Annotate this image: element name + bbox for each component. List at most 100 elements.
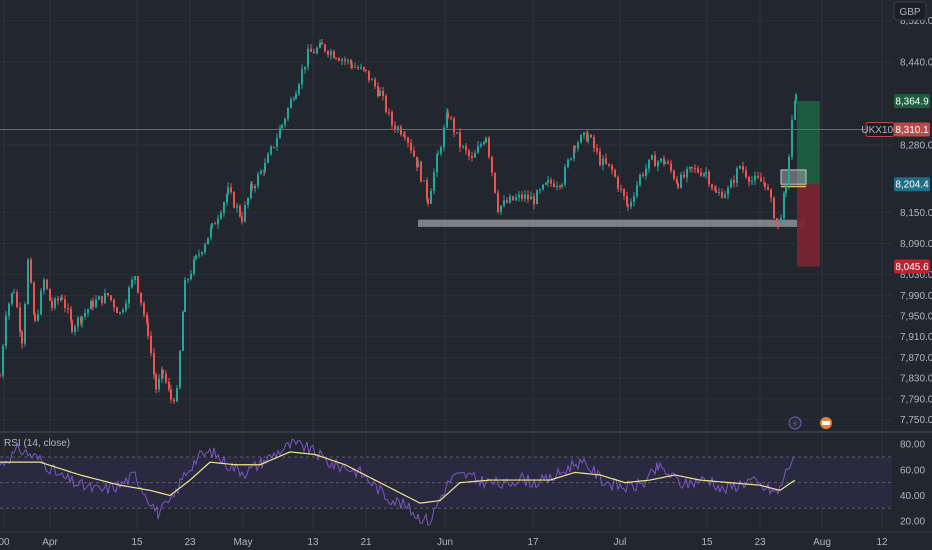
candle-body — [471, 156, 473, 158]
rsi-pane[interactable] — [0, 438, 892, 526]
candle-body — [162, 369, 164, 374]
candle-body — [241, 216, 243, 222]
candle-body — [295, 93, 297, 99]
candle-body — [198, 254, 200, 256]
candle-body — [293, 98, 295, 100]
candle-body — [137, 276, 139, 293]
price-tick-label: 7,870.0 — [900, 353, 932, 364]
candle-body — [330, 51, 332, 56]
candle-body — [247, 197, 249, 205]
lightning-icon — [788, 416, 802, 430]
candle-body — [0, 375, 1, 377]
candle-body — [785, 184, 787, 194]
candle-body — [430, 190, 432, 204]
candle-body — [236, 205, 238, 208]
candle-body — [636, 185, 638, 197]
candle-body — [210, 227, 212, 238]
candle-body — [95, 299, 97, 308]
candle-body — [397, 126, 399, 130]
candle-body — [426, 180, 428, 200]
stop-zone — [797, 184, 820, 267]
candle-body — [539, 189, 541, 191]
candle-body — [74, 326, 76, 332]
candle-body — [711, 184, 713, 189]
candle-body — [627, 204, 629, 207]
candle-body — [81, 316, 83, 323]
candle-body — [567, 159, 569, 167]
candle-body — [453, 118, 455, 133]
candle-body — [639, 174, 641, 186]
candle-body — [33, 282, 35, 315]
candle-body — [651, 155, 653, 160]
candle-body — [21, 331, 23, 344]
candle-body — [483, 142, 485, 145]
candle-body — [321, 42, 323, 45]
candle-body — [642, 174, 644, 176]
candle-body — [27, 259, 29, 305]
candle-body — [173, 399, 175, 402]
candle-body — [377, 86, 379, 96]
candle-body — [257, 174, 259, 187]
candle-body — [754, 175, 756, 181]
candle-body — [503, 200, 505, 206]
candle-body — [676, 179, 678, 184]
candle-body — [446, 112, 448, 128]
candle-body — [113, 299, 115, 308]
candle-body — [214, 223, 216, 225]
candle-body — [34, 314, 36, 321]
candle-body — [107, 293, 109, 296]
candle-body — [703, 173, 705, 176]
candles[interactable] — [0, 38, 797, 404]
time-tick-label: 13 — [307, 537, 319, 548]
candle-body — [686, 168, 688, 178]
candle-body — [187, 279, 189, 281]
candle-body — [153, 352, 155, 375]
price-tick-label: 7,750.0 — [900, 415, 932, 426]
candle-body — [371, 79, 373, 81]
candle-body — [13, 292, 15, 294]
candle-body — [724, 194, 726, 198]
candle-body — [630, 201, 632, 207]
candle-body — [150, 335, 152, 353]
candle-body — [506, 200, 508, 203]
rsi-indicator-label[interactable]: RSI (14, close) — [4, 438, 70, 449]
candle-body — [184, 279, 186, 312]
candle-body — [284, 118, 286, 125]
time-tick-label: 21 — [360, 537, 372, 548]
candle-body — [791, 119, 793, 157]
rsi-tick-label: 80.00 — [900, 440, 925, 451]
candle-body — [660, 158, 662, 162]
candle-body — [617, 176, 619, 189]
candle-body — [5, 315, 7, 347]
candle-body — [404, 136, 406, 138]
price-label-box — [894, 259, 930, 274]
price-label-box — [894, 94, 930, 109]
candle-body — [776, 218, 778, 224]
candle-body — [327, 51, 329, 56]
candle-body — [338, 58, 340, 61]
candle-body — [244, 204, 246, 222]
candle-body — [512, 196, 514, 201]
candle-body — [341, 59, 343, 61]
candle-body — [226, 194, 228, 203]
overlay: UKX100 ⚡ — [0, 121, 899, 430]
candle-body — [570, 158, 572, 160]
candle-body — [700, 172, 702, 176]
candle-body — [620, 188, 622, 190]
candle-body — [550, 179, 552, 184]
candle-body — [46, 279, 48, 289]
currency-box[interactable]: GBP — [893, 1, 927, 21]
candle-body — [11, 292, 13, 304]
price-tick-label: 8,030.0 — [900, 270, 932, 281]
candle-body — [391, 111, 393, 126]
rsi-ma-line — [0, 451, 796, 504]
candle-body — [363, 67, 365, 70]
candle-body — [357, 67, 359, 69]
candle-body — [131, 279, 133, 288]
time-tick-label: 23 — [754, 537, 766, 548]
candle-body — [556, 185, 558, 187]
candle-body — [670, 163, 672, 171]
rsi-line — [0, 438, 795, 526]
